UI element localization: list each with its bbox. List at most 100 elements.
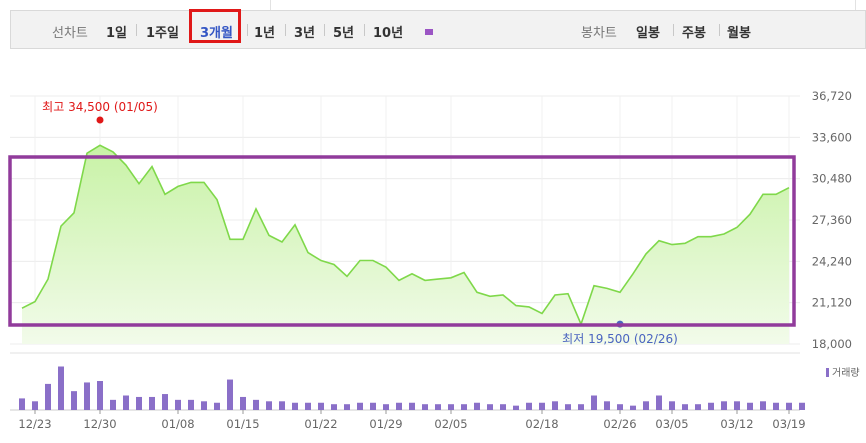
chart-toolbar: 선차트 1일 1주일 3개월 1년 3년 5년 10년 봉차트 일봉 주봉 월봉 bbox=[10, 10, 866, 49]
y-axis-tick-label: 21,120 bbox=[812, 296, 852, 310]
volume-legend: 거래량 bbox=[826, 364, 860, 379]
x-axis-tick-label: 12/23 bbox=[18, 417, 51, 431]
active-period-highlight bbox=[189, 9, 241, 43]
highlight-box bbox=[8, 155, 796, 327]
flag-icon bbox=[425, 29, 433, 35]
volume-bar bbox=[370, 402, 376, 410]
y-axis-tick-label: 33,600 bbox=[812, 130, 852, 144]
volume-bar bbox=[149, 396, 155, 410]
volume-bar bbox=[123, 395, 129, 410]
volume-bar bbox=[331, 404, 337, 410]
x-axis-tick-label: 02/18 bbox=[525, 417, 558, 431]
volume-bar bbox=[422, 404, 428, 410]
volume-bar bbox=[45, 383, 51, 410]
volume-bar bbox=[201, 401, 207, 410]
period-1year-tab[interactable]: 1년 bbox=[254, 26, 276, 41]
x-axis-tick-label: 02/26 bbox=[603, 417, 636, 431]
volume-bar bbox=[552, 401, 558, 410]
candle-chart-label: 봉차트 bbox=[581, 26, 617, 41]
volume-bar bbox=[136, 396, 142, 410]
volume-bar bbox=[396, 402, 402, 410]
volume-bar bbox=[175, 399, 181, 410]
volume-bar bbox=[565, 404, 571, 410]
volume-bar bbox=[526, 402, 532, 410]
divider bbox=[136, 24, 137, 36]
x-axis-tick-label: 01/15 bbox=[226, 417, 259, 431]
volume-bar bbox=[773, 402, 779, 410]
volume-bar bbox=[305, 402, 311, 410]
volume-bar bbox=[292, 402, 298, 410]
period-3month-tab[interactable]: 3개월 bbox=[200, 26, 233, 41]
volume-bar bbox=[227, 379, 233, 410]
volume-bar bbox=[71, 391, 77, 410]
y-axis-tick-label: 24,240 bbox=[812, 254, 852, 268]
volume-legend-label: 거래량 bbox=[832, 368, 860, 379]
volume-bar bbox=[617, 404, 623, 410]
volume-bar bbox=[435, 404, 441, 410]
y-axis-tick-label: 27,360 bbox=[812, 213, 852, 227]
x-axis-tick-label: 01/22 bbox=[304, 417, 337, 431]
divider bbox=[324, 24, 325, 36]
period-1day-tab[interactable]: 1일 bbox=[106, 26, 128, 41]
volume-bar bbox=[409, 402, 415, 410]
volume-bar bbox=[682, 404, 688, 410]
divider bbox=[719, 24, 720, 36]
volume-bar bbox=[279, 401, 285, 410]
volume-bar bbox=[760, 401, 766, 410]
volume-bar bbox=[669, 401, 675, 410]
volume-bar bbox=[513, 405, 519, 410]
x-axis-tick-label: 02/05 bbox=[434, 417, 467, 431]
volume-bar bbox=[461, 404, 467, 410]
divider bbox=[270, 0, 271, 10]
candle-daily-tab[interactable]: 일봉 bbox=[636, 26, 660, 41]
y-axis-tick-label: 18,000 bbox=[812, 337, 852, 351]
divider bbox=[855, 0, 856, 10]
volume-bar bbox=[630, 405, 636, 410]
volume-bar bbox=[84, 382, 90, 410]
x-axis-tick-label: 01/08 bbox=[161, 417, 194, 431]
volume-bar bbox=[747, 402, 753, 410]
volume-bar bbox=[318, 402, 324, 410]
volume-bar bbox=[643, 401, 649, 410]
volume-bar bbox=[214, 402, 220, 410]
volume-bar bbox=[708, 402, 714, 410]
volume-bar bbox=[695, 404, 701, 410]
volume-bar bbox=[448, 404, 454, 410]
volume-bar bbox=[383, 404, 389, 410]
x-axis-tick-label: 03/12 bbox=[720, 417, 753, 431]
max-price-marker bbox=[96, 116, 104, 124]
period-1week-tab[interactable]: 1주일 bbox=[146, 26, 179, 41]
volume-bar bbox=[58, 366, 64, 410]
candle-monthly-tab[interactable]: 월봉 bbox=[727, 26, 751, 41]
volume-bar bbox=[578, 404, 584, 410]
y-axis-tick-label: 30,480 bbox=[812, 172, 852, 186]
volume-bar bbox=[344, 404, 350, 410]
volume-bar bbox=[721, 401, 727, 410]
price-area bbox=[22, 145, 789, 344]
volume-bar bbox=[188, 399, 194, 410]
x-axis-tick-label: 03/19 bbox=[772, 417, 805, 431]
divider bbox=[285, 24, 286, 36]
volume-bar bbox=[734, 401, 740, 410]
volume-bar bbox=[786, 402, 792, 410]
x-axis-tick-label: 03/05 bbox=[655, 417, 688, 431]
max-price-annotation: 최고 34,500 (01/05) bbox=[42, 100, 158, 114]
volume-bar bbox=[253, 399, 259, 410]
volume-bar bbox=[110, 399, 116, 410]
x-axis-tick-label: 12/30 bbox=[83, 417, 116, 431]
volume-bar bbox=[656, 395, 662, 410]
line-chart-label: 선차트 bbox=[52, 26, 88, 41]
period-10year-tab[interactable]: 10년 bbox=[373, 26, 404, 41]
candle-weekly-tab[interactable]: 주봉 bbox=[682, 26, 706, 41]
period-5year-tab[interactable]: 5년 bbox=[333, 26, 355, 41]
volume-bar bbox=[240, 396, 246, 410]
y-axis-tick-label: 36,720 bbox=[812, 89, 852, 103]
divider bbox=[364, 24, 365, 36]
divider bbox=[673, 24, 674, 36]
volume-bar bbox=[487, 404, 493, 410]
period-3year-tab[interactable]: 3년 bbox=[294, 26, 316, 41]
volume-bar bbox=[539, 402, 545, 410]
volume-bar bbox=[97, 381, 103, 410]
volume-bar bbox=[32, 401, 38, 410]
